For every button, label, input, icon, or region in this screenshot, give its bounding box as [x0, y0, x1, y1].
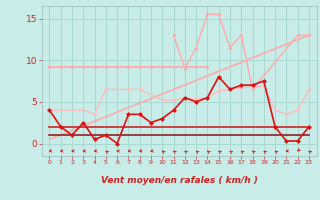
X-axis label: Vent moyen/en rafales ( km/h ): Vent moyen/en rafales ( km/h ) — [101, 176, 258, 185]
